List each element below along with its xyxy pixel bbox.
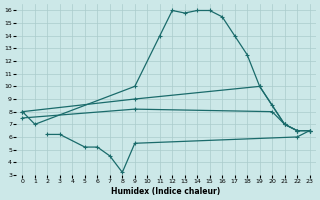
X-axis label: Humidex (Indice chaleur): Humidex (Indice chaleur) xyxy=(111,187,221,196)
